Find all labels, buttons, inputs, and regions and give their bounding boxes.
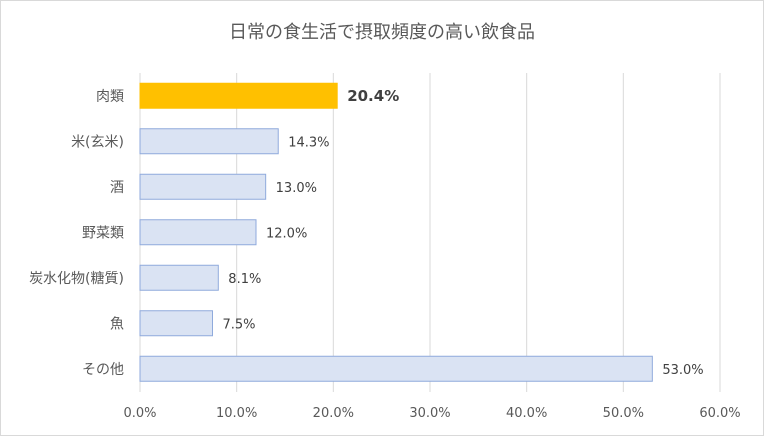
x-tick-label: 50.0% [603,406,644,421]
bars [139,82,653,382]
category-label: 魚 [110,316,124,332]
bar-6 [139,355,653,382]
category-label: 酒 [110,180,124,196]
category-label: 炭水化物(糖質) [29,271,124,287]
data-label: 13.0% [276,181,317,196]
data-label: 12.0% [266,226,307,241]
category-label: 米(玄米) [71,133,124,150]
x-tick-label: 20.0% [313,406,354,421]
chart-title: 日常の食生活で摂取頻度の高い飲食品 [229,22,535,43]
x-tick-label: 60.0% [699,406,740,421]
bar-2 [139,173,267,200]
data-label: 8.1% [228,272,261,287]
x-tick-label: 10.0% [216,406,257,421]
bar-3 [139,219,257,246]
data-label: 53.0% [662,363,703,378]
category-label: 肉類 [96,89,124,105]
x-tick-labels: 0.0% 10.0% 20.0% 30.0% 40.0% 50.0% 60.0% [123,406,740,421]
x-tick-label: 40.0% [506,406,547,421]
category-label: その他 [82,362,124,378]
bar-5 [139,310,213,337]
bar-0 [139,82,338,109]
bar-1 [139,128,279,155]
x-tick-label: 0.0% [123,406,156,421]
data-label: 20.4% [347,87,399,105]
data-labels: 20.4% 14.3% 13.0% 12.0% 8.1% 7.5% 53.0% [223,87,704,378]
grid-lines [139,73,721,392]
category-label: 野菜類 [82,225,124,241]
data-label: 7.5% [223,317,256,332]
data-label: 14.3% [288,135,329,150]
bar-4 [139,264,219,291]
x-tick-label: 30.0% [409,406,450,421]
